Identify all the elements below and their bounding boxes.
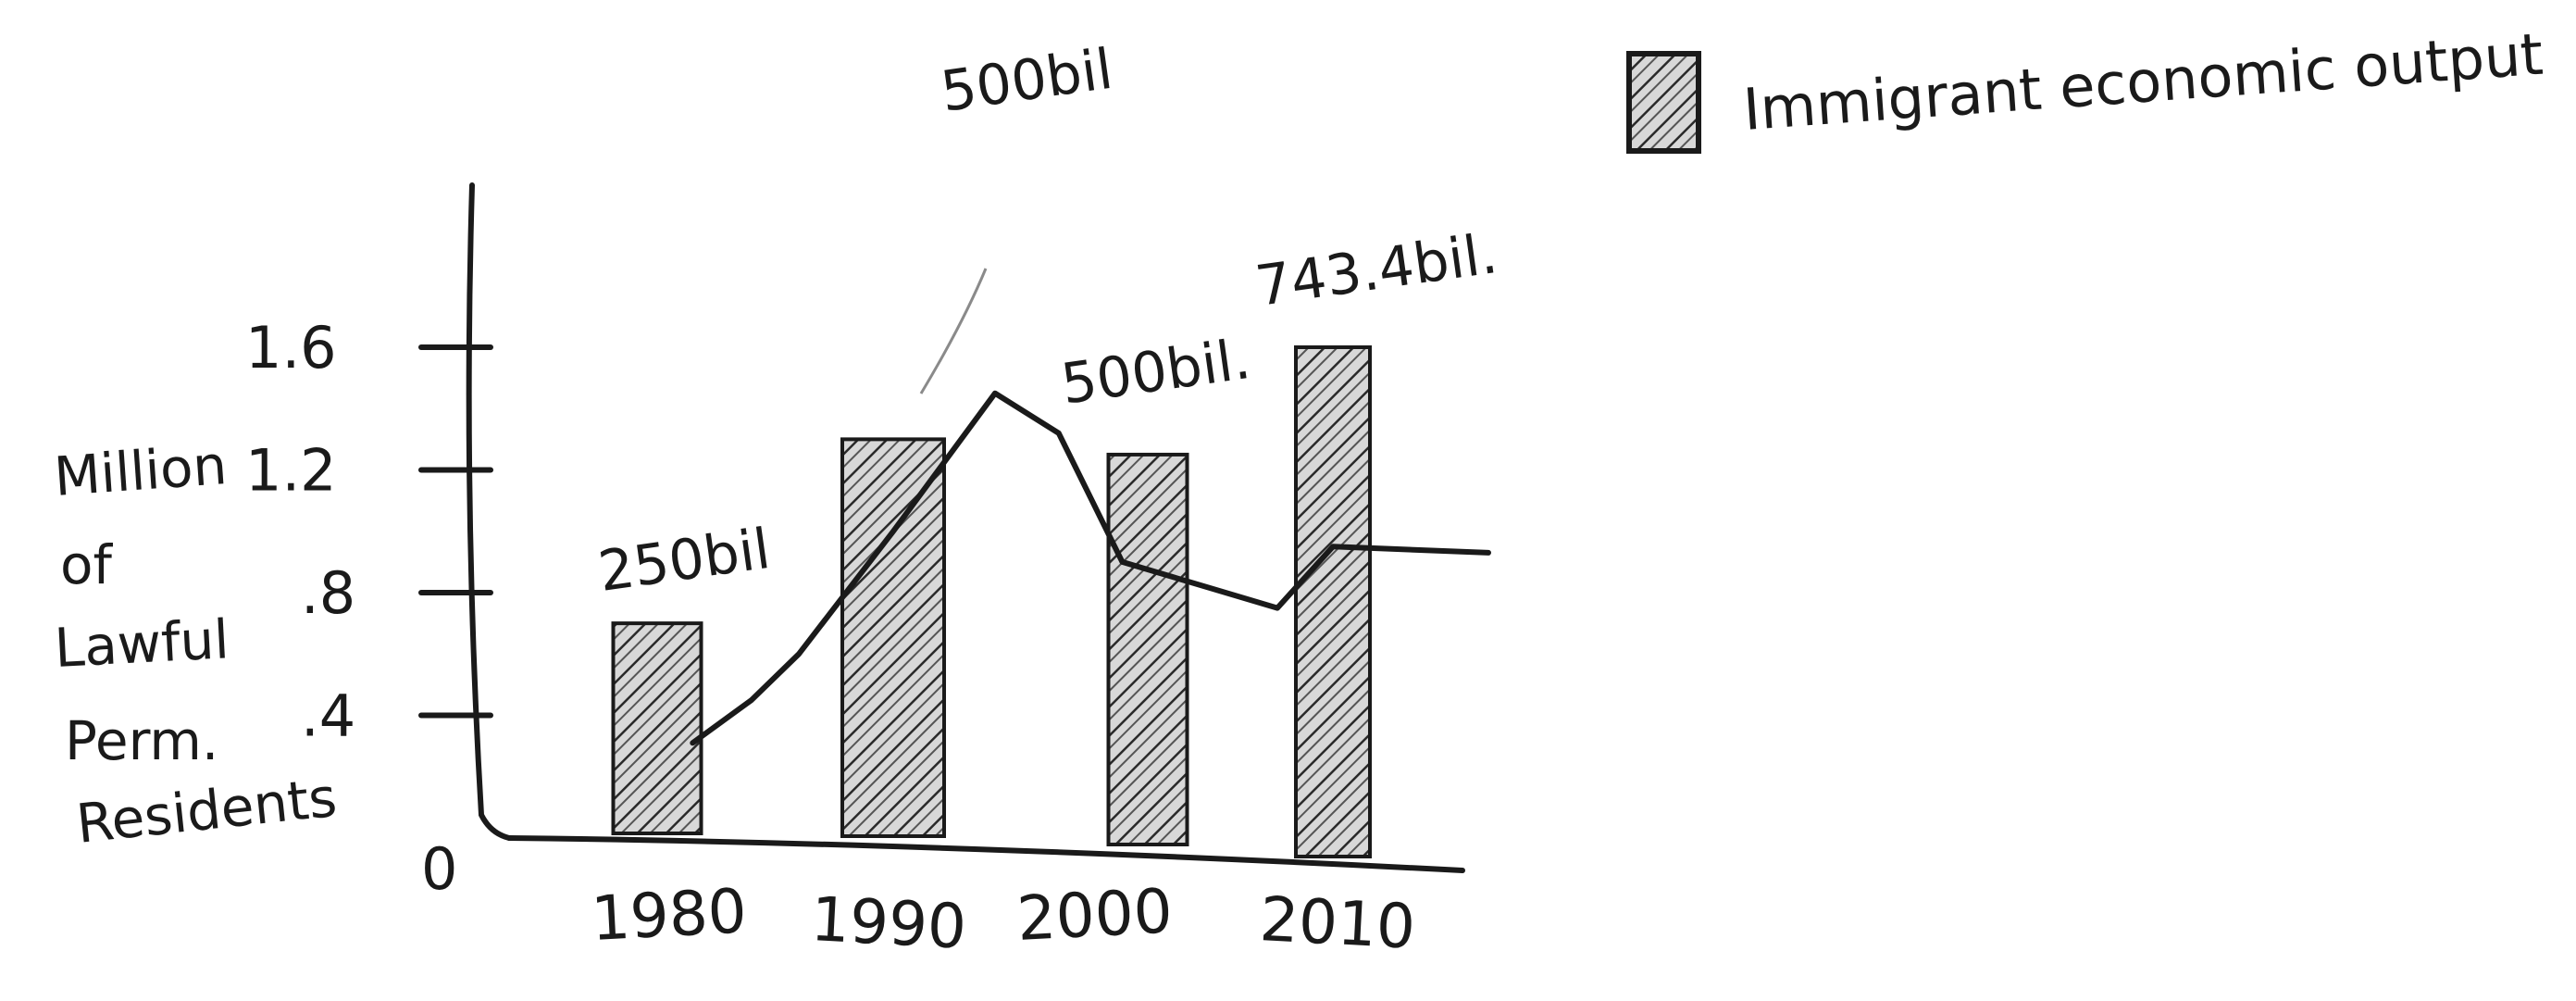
- bar-label-1990: 500bil: [937, 37, 1116, 125]
- y-tick-label-0: 0: [421, 835, 457, 903]
- legend: Immigrant economic output: [1626, 20, 2545, 154]
- y-ticks: [418, 344, 493, 719]
- legend-swatch: [1626, 51, 1701, 154]
- y-tick-label-1: .4: [301, 682, 355, 750]
- y-tick-label-3: 1.2: [245, 437, 337, 505]
- bar-label-2000: 500bil.: [1057, 327, 1254, 418]
- trend-line: [690, 390, 1491, 746]
- bar-label-2010: 743.4bil.: [1251, 221, 1500, 319]
- bar-1980: [611, 621, 703, 835]
- y-axis-label: Million of Lawful Perm. Residents: [52, 433, 340, 856]
- bar-label-1980: 250bil: [594, 517, 774, 605]
- annotation-leader-line: [919, 268, 988, 394]
- x-tick-labels: 1980 1990 2000 2010: [590, 875, 1417, 962]
- bars: [611, 345, 1372, 858]
- y-tick-label-2: .8: [301, 559, 355, 627]
- y-label-line-4: Perm.: [65, 709, 218, 772]
- bar-1990: [840, 437, 946, 838]
- y-label-line-1: Million: [52, 433, 229, 508]
- legend-label: Immigrant economic output: [1741, 20, 2545, 144]
- bar-2010: [1294, 345, 1372, 858]
- x-axis: [506, 835, 1465, 873]
- x-tick-label-1990: 1990: [809, 883, 968, 963]
- y-tick-labels: 0 .4 .8 1.2 1.6: [245, 314, 457, 903]
- x-tick-label-2010: 2010: [1258, 883, 1417, 963]
- y-label-line-3: Lawful: [53, 607, 230, 680]
- y-label-line-5: Residents: [73, 766, 340, 856]
- y-label-line-2: of: [60, 533, 113, 596]
- bar-2000: [1106, 452, 1189, 846]
- y-tick-label-4: 1.6: [245, 314, 337, 382]
- x-tick-label-2000: 2000: [1015, 875, 1175, 955]
- x-tick-label-1980: 1980: [590, 875, 749, 955]
- y-axis: [466, 182, 512, 841]
